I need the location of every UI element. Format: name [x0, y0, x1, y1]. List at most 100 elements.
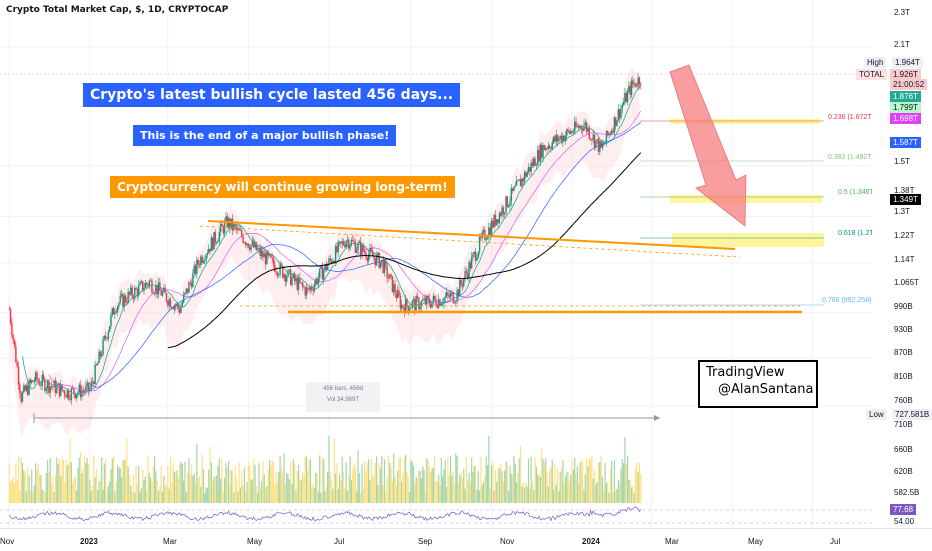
volume-bar	[278, 472, 280, 503]
volume-bar	[193, 473, 195, 503]
volume-bar	[572, 469, 575, 503]
candle-body	[192, 273, 194, 288]
volume-bar	[365, 472, 367, 503]
volume-bar	[535, 466, 538, 503]
volume-bar	[395, 485, 397, 503]
volume-bar	[165, 484, 168, 503]
candle-body	[132, 296, 135, 299]
volume-bar	[591, 456, 593, 503]
candle-body	[548, 145, 551, 149]
volume-bar	[78, 457, 80, 503]
volume-bar	[276, 481, 279, 503]
volume-bar	[13, 483, 16, 503]
candle-body	[592, 134, 594, 141]
volume-bar	[83, 455, 86, 503]
volume-bar	[188, 457, 190, 503]
volume-bar	[609, 469, 611, 503]
volume-bar	[451, 475, 453, 503]
candle-body	[219, 223, 222, 232]
volume-bar	[311, 486, 313, 503]
candle-body	[188, 282, 190, 293]
volume-bar	[229, 485, 231, 503]
volume-bar	[167, 465, 169, 503]
volume-bar	[556, 468, 559, 503]
candle-body	[628, 85, 630, 92]
candle-body	[555, 134, 557, 142]
volume-bar	[345, 462, 347, 503]
candle-body	[618, 109, 621, 119]
volume-bar	[27, 467, 29, 503]
volume-bar	[261, 481, 263, 503]
candle-body	[490, 221, 493, 235]
candle-body	[173, 305, 176, 310]
candle-body	[288, 269, 291, 271]
candle-body	[566, 129, 568, 136]
candle-body	[241, 230, 243, 237]
candle-body	[359, 241, 362, 256]
candle-body	[123, 295, 125, 307]
volume-bar	[501, 470, 503, 503]
volume-bar	[427, 460, 429, 503]
volume-bar	[57, 463, 59, 503]
volume-bar	[176, 470, 178, 503]
volume-bar	[263, 474, 265, 503]
candle-body	[346, 239, 349, 242]
volume-bar	[486, 465, 489, 503]
volume-bar	[284, 484, 286, 503]
volume-bar	[443, 469, 445, 503]
candle-body	[363, 251, 366, 253]
watermark-line1: TradingView	[706, 365, 785, 380]
candle-body	[591, 139, 593, 141]
volume-bar	[297, 464, 300, 503]
candle-body	[476, 257, 478, 261]
volume-bar	[114, 491, 116, 503]
volume-bar	[172, 462, 174, 503]
volume-bar	[575, 473, 577, 503]
candle-body	[198, 264, 201, 266]
volume-bar	[41, 489, 43, 503]
candle-body	[564, 135, 567, 142]
volume-bar	[555, 484, 557, 503]
grid	[0, 0, 872, 528]
candle-body	[423, 298, 425, 301]
volume-bar	[148, 473, 150, 503]
candle-body	[17, 366, 20, 385]
candle-body	[293, 273, 296, 282]
volume-bar	[283, 453, 285, 503]
candle-body	[394, 284, 396, 294]
candle-body	[513, 186, 515, 191]
volume-bar	[459, 475, 461, 503]
candle-body	[507, 205, 510, 207]
candle-body	[494, 214, 497, 225]
candle-body	[333, 261, 335, 263]
candle-body	[289, 269, 292, 285]
price-axis[interactable]: 2.3T 2.1T 1.5T 1.38T 1.3T 1.22T 1.14T 1.…	[856, 0, 932, 528]
volume-bar	[570, 475, 572, 503]
volume-bar	[300, 479, 302, 503]
volume-bar	[517, 473, 519, 503]
volume-bar	[81, 472, 83, 503]
volume-bar	[46, 459, 49, 503]
candle-body	[316, 278, 318, 285]
volume-bar	[61, 457, 63, 503]
volume-bar	[476, 489, 478, 503]
longterm-callout: Cryptocurrency will continue growing lon…	[110, 176, 455, 198]
candle-body	[204, 260, 206, 262]
volume-bar	[460, 472, 462, 503]
ma-value-1: 1.876T	[890, 91, 921, 102]
candle-body	[38, 381, 41, 386]
candle-body	[406, 298, 408, 306]
volume-bar	[124, 459, 127, 503]
candle-body	[139, 282, 141, 286]
candle-body	[34, 372, 37, 381]
candle-body	[225, 216, 227, 222]
volume-bar	[29, 490, 31, 503]
time-axis[interactable]: Nov 2023 Mar May Jul Sep Nov 2024 Mar Ma…	[0, 528, 932, 551]
volume-bar	[564, 476, 567, 503]
volume-bar	[151, 482, 153, 503]
volume-bar	[632, 485, 634, 503]
candle-body	[354, 242, 357, 253]
candle-body	[57, 383, 59, 386]
volume-bar	[369, 480, 371, 503]
